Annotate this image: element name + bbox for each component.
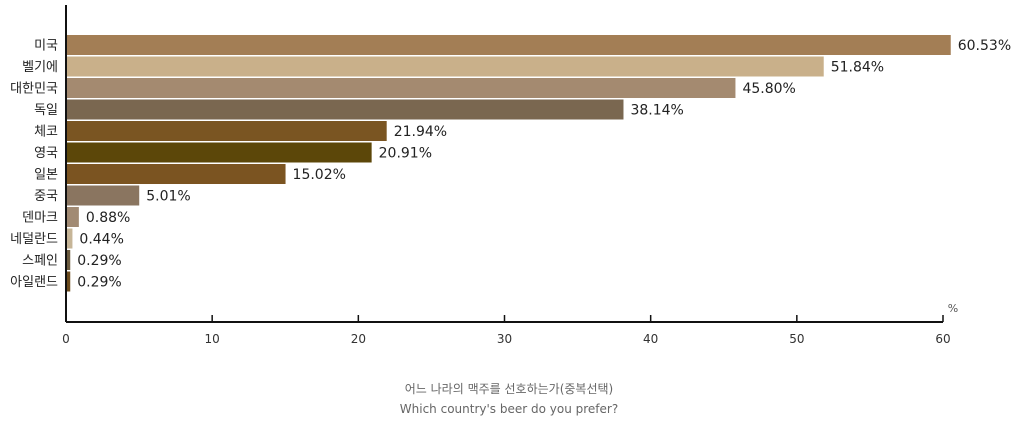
bar <box>66 78 736 98</box>
category-label: 아일랜드 <box>10 275 58 290</box>
x-tick-label: 10 <box>205 332 220 346</box>
x-tick-label: 50 <box>789 332 804 346</box>
data-label: 15.02% <box>293 167 346 183</box>
category-label: 덴마크 <box>22 211 58 226</box>
data-label: 0.29% <box>77 275 121 291</box>
bar <box>66 207 79 227</box>
bar <box>66 142 372 163</box>
data-label: 20.91% <box>379 146 432 162</box>
data-label: 0.44% <box>79 232 123 248</box>
category-label: 중국 <box>34 189 58 204</box>
bar <box>66 35 951 55</box>
category-label: 독일 <box>34 103 58 118</box>
data-label: 51.84% <box>831 60 884 76</box>
x-tick-label: 60 <box>935 332 950 346</box>
x-tick-label: 40 <box>643 332 658 346</box>
category-label: 벨기에 <box>22 60 58 75</box>
bar <box>66 164 286 184</box>
unit-label: % <box>948 302 958 315</box>
category-label: 미국 <box>34 39 58 54</box>
category-label: 일본 <box>34 168 58 183</box>
category-label: 네덜란드 <box>10 232 58 247</box>
x-tick-label: 20 <box>351 332 366 346</box>
bar <box>66 99 624 120</box>
chart-title: 어느 나라의 맥주를 선호하는가(중복선택) <box>404 382 614 396</box>
category-label: 영국 <box>34 146 58 161</box>
data-label: 5.01% <box>146 189 190 205</box>
bar <box>66 271 71 292</box>
bar <box>66 228 73 249</box>
data-label: 21.94% <box>394 124 447 140</box>
data-label: 45.80% <box>742 81 795 97</box>
data-label: 0.88% <box>86 210 130 226</box>
x-tick-label: 0 <box>62 332 70 346</box>
category-label: 스페인 <box>22 254 58 269</box>
data-label: 60.53% <box>958 38 1011 54</box>
category-label: 체코 <box>34 125 58 140</box>
bar <box>66 56 824 77</box>
category-label: 대한민국 <box>10 82 58 97</box>
bar <box>66 121 387 141</box>
bar <box>66 250 71 270</box>
data-label: 0.29% <box>77 253 121 269</box>
data-label: 38.14% <box>630 103 683 119</box>
x-tick-label: 30 <box>497 332 512 346</box>
chart-subtitle: Which country's beer do you prefer? <box>399 402 619 416</box>
bar <box>66 185 140 206</box>
